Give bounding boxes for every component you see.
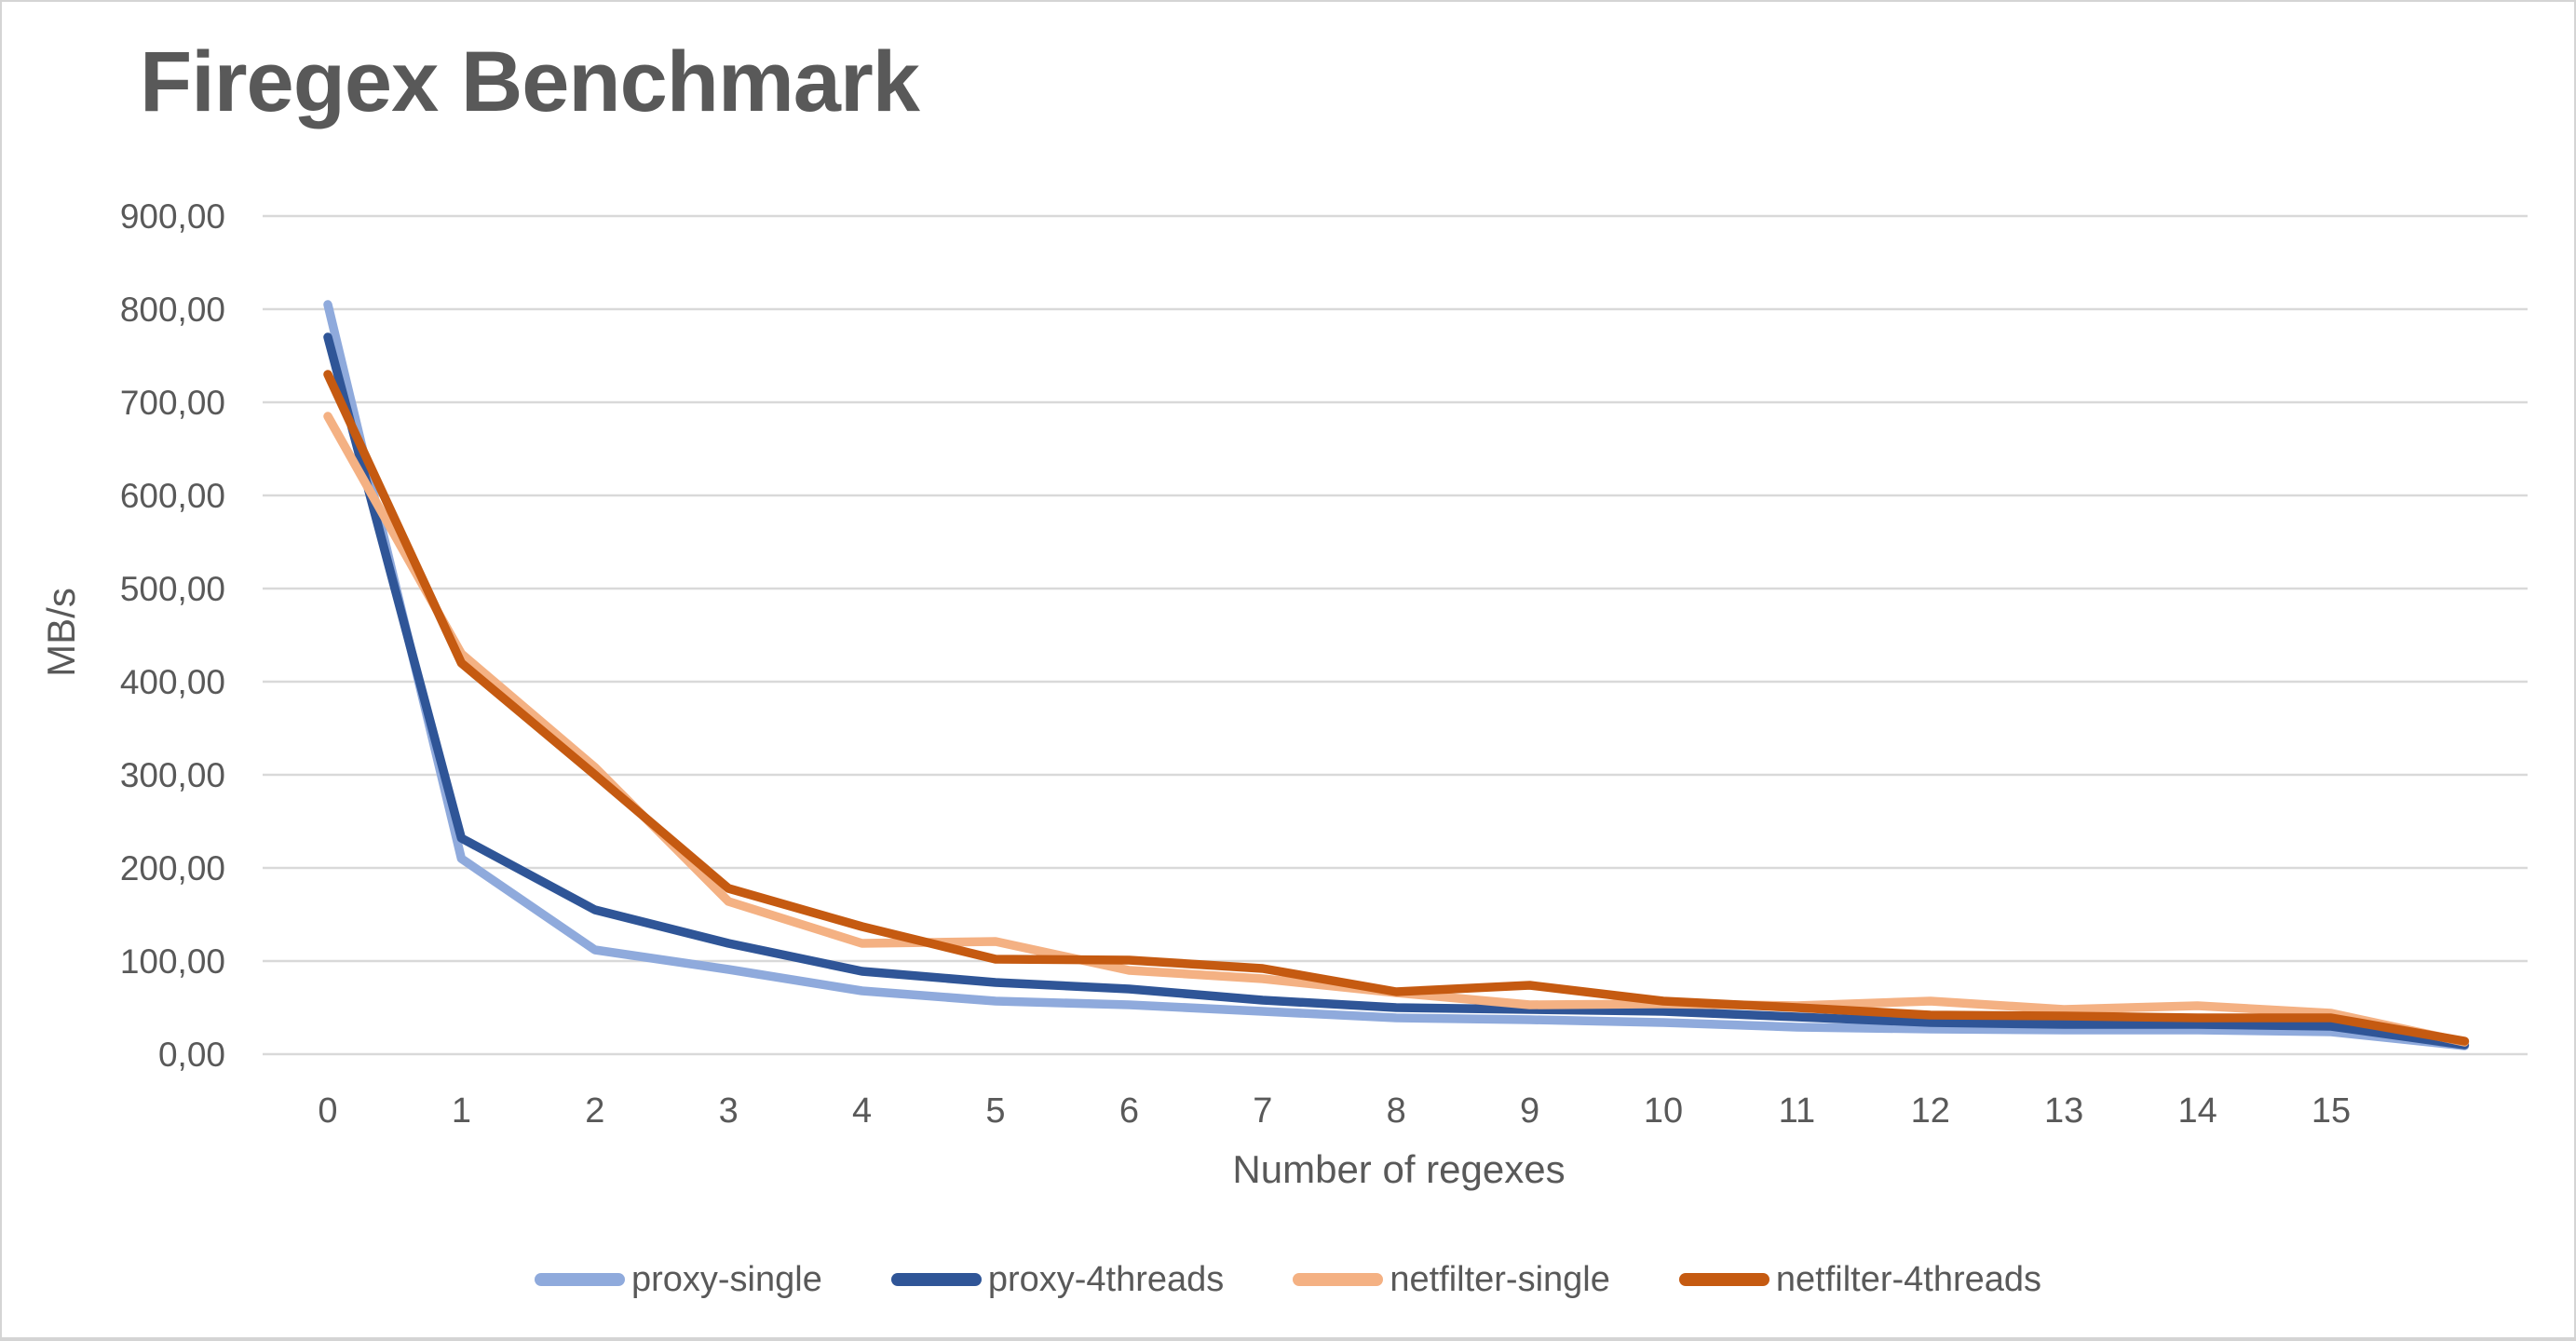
series-line-netfilter-single[interactable] bbox=[323, 412, 2470, 1047]
y-tick-label: 0,00 bbox=[158, 1036, 225, 1074]
x-tick-label: 2 bbox=[585, 1091, 604, 1131]
legend: proxy-single proxy-4threads netfilter-si… bbox=[2, 1252, 2574, 1307]
y-tick-label: 900,00 bbox=[120, 197, 225, 236]
x-tick-label: 12 bbox=[1911, 1091, 1950, 1131]
x-tick-label: 3 bbox=[719, 1091, 739, 1131]
x-tick-label: 9 bbox=[1520, 1091, 1539, 1131]
legend-swatch-proxy-4threads bbox=[890, 1273, 982, 1286]
y-tick-label: 100,00 bbox=[120, 942, 225, 981]
chart-title: Firegex Benchmark bbox=[140, 34, 920, 129]
y-tick-label: 300,00 bbox=[120, 756, 225, 794]
legend-label: netfilter-4threads bbox=[1775, 1259, 2042, 1299]
legend-label: proxy-4threads bbox=[987, 1259, 1225, 1299]
series-lines bbox=[323, 300, 2470, 1050]
y-tick-label: 400,00 bbox=[120, 663, 225, 701]
y-tick-label: 600,00 bbox=[120, 477, 225, 515]
y-axis-tick-labels: 0,00 100,00 200,00 300,00 400,00 500,00 600,00… bbox=[120, 197, 225, 1074]
legend-label: netfilter-single bbox=[1390, 1259, 1610, 1299]
x-tick-label: 15 bbox=[2312, 1091, 2351, 1131]
legend-item-netfilter-single[interactable]: netfilter-single bbox=[1293, 1260, 1610, 1300]
x-tick-label: 6 bbox=[1119, 1091, 1139, 1131]
legend-swatch-proxy-single bbox=[534, 1273, 625, 1286]
x-tick-label: 4 bbox=[852, 1091, 872, 1131]
y-tick-label: 200,00 bbox=[120, 849, 225, 887]
y-tick-label: 500,00 bbox=[120, 570, 225, 608]
legend-swatch-netfilter-single bbox=[1293, 1273, 1384, 1286]
x-tick-label: 0 bbox=[318, 1091, 337, 1131]
x-tick-label: 11 bbox=[1779, 1091, 1815, 1131]
y-tick-label: 800,00 bbox=[120, 291, 225, 329]
x-axis-tick-labels: 0 1 2 3 4 5 6 7 8 9 10 11 12 13 14 15 bbox=[318, 1091, 2351, 1131]
x-tick-label: 7 bbox=[1253, 1091, 1272, 1131]
legend-item-netfilter-4threads[interactable]: netfilter-4threads bbox=[1678, 1259, 2042, 1300]
y-tick-label: 700,00 bbox=[120, 384, 225, 422]
legend-label: proxy-single bbox=[630, 1259, 822, 1299]
x-tick-label: 1 bbox=[452, 1091, 471, 1131]
legend-item-proxy-4threads[interactable]: proxy-4threads bbox=[890, 1259, 1225, 1300]
x-axis-title: Number of regexes bbox=[1232, 1147, 1565, 1191]
legend-swatch-netfilter-4threads bbox=[1678, 1273, 1769, 1286]
series-line-proxy-4threads[interactable] bbox=[323, 332, 2470, 1050]
series-line-proxy-single[interactable] bbox=[323, 300, 2470, 1050]
series-line-netfilter-4threads[interactable] bbox=[323, 370, 2470, 1046]
legend-item-proxy-single[interactable]: proxy-single bbox=[534, 1259, 822, 1300]
x-tick-label: 13 bbox=[2044, 1091, 2083, 1131]
x-tick-label: 5 bbox=[985, 1091, 1005, 1131]
gridlines bbox=[263, 214, 2528, 1056]
x-tick-label: 14 bbox=[2177, 1091, 2217, 1131]
x-tick-label: 8 bbox=[1387, 1091, 1406, 1131]
y-axis-title: MB/s bbox=[39, 588, 83, 677]
x-tick-label: 10 bbox=[1644, 1091, 1683, 1131]
